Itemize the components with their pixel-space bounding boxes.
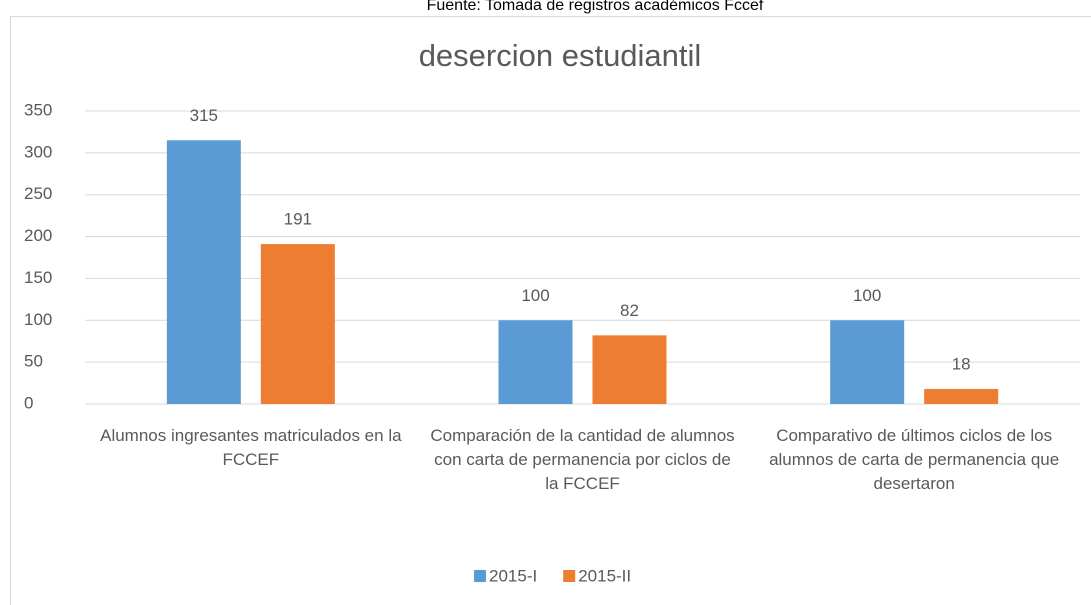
data-label: 100: [521, 286, 549, 305]
y-tick-label: 200: [24, 226, 52, 245]
bar: [498, 320, 573, 404]
bar: [924, 388, 999, 404]
legend-label: 2015-I: [489, 566, 537, 585]
y-tick-label: 0: [24, 393, 33, 412]
bar: [260, 244, 335, 404]
data-label: 315: [190, 106, 218, 125]
chart-title: desercion estudiantil: [419, 38, 702, 73]
y-tick-label: 300: [24, 142, 52, 161]
data-label: 82: [620, 301, 639, 320]
x-tick-label: Comparación de la cantidad de alumnos co…: [430, 426, 735, 493]
y-tick-label: 350: [24, 100, 52, 119]
x-tick-label: Alumnos ingresantes matriculados en la F…: [100, 426, 402, 469]
y-tick-label: 150: [24, 268, 52, 287]
bar: [830, 320, 905, 404]
x-tick-label: Comparativo de últimos ciclos de los alu…: [769, 426, 1060, 493]
data-label: 100: [853, 286, 881, 305]
bar: [592, 335, 667, 404]
y-tick-label: 250: [24, 184, 52, 203]
y-tick-label: 50: [24, 352, 43, 371]
legend-swatch: [474, 570, 486, 582]
legend-label: 2015-II: [578, 566, 631, 585]
source-note: Fuente: Tomada de registros académicos F…: [427, 0, 764, 14]
bar: [166, 140, 241, 405]
y-tick-label: 100: [24, 310, 52, 329]
legend-swatch: [563, 570, 576, 582]
data-label: 191: [284, 210, 312, 229]
data-label: 18: [952, 354, 971, 373]
